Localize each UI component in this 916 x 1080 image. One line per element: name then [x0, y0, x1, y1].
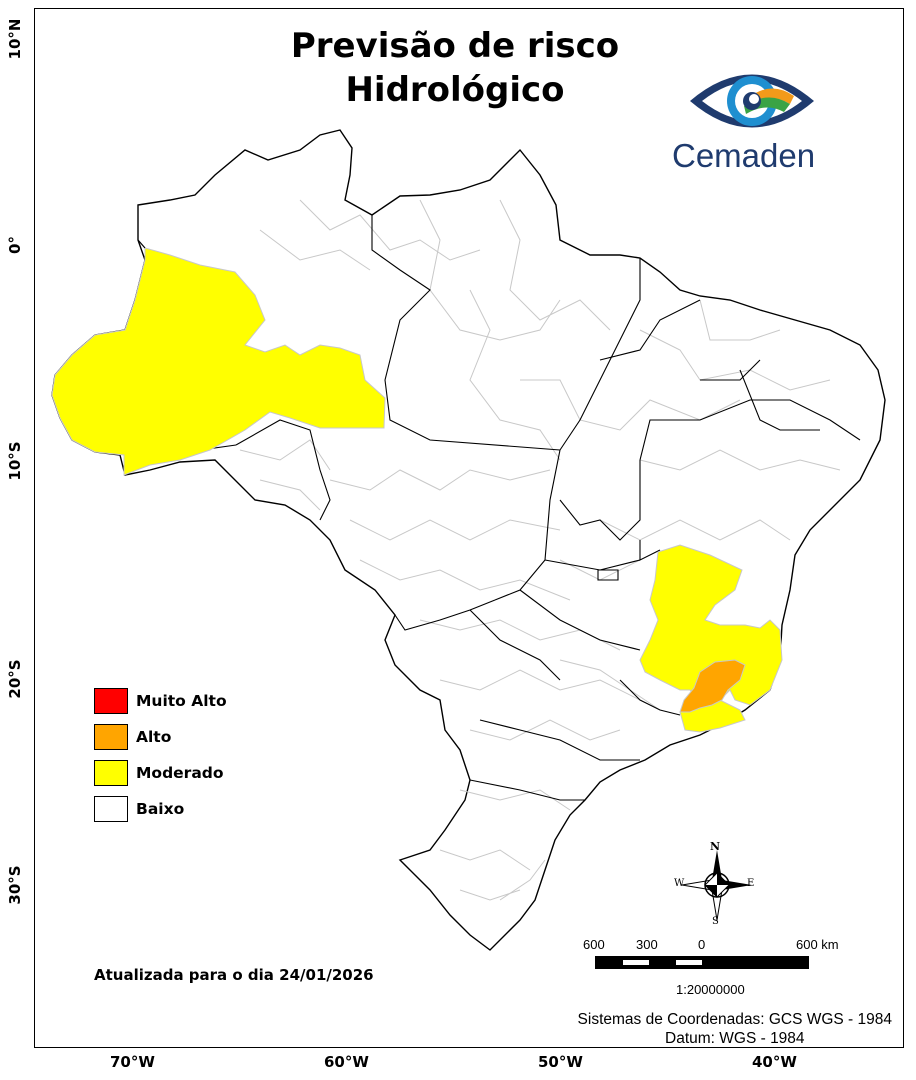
legend-item-moderado: Moderado	[94, 755, 227, 791]
lat-label-10s: 10°S	[6, 441, 24, 481]
crs-line-1: Sistemas de Coordenadas: GCS WGS - 1984	[577, 1011, 892, 1028]
legend-label-muito-alto: Muito Alto	[136, 692, 227, 710]
coordinate-system-note: Sistemas de Coordenadas: GCS WGS - 1984 …	[578, 1010, 892, 1048]
brazil-territory	[51, 129, 886, 951]
legend-item-muito-alto: Muito Alto	[94, 683, 227, 719]
legend: Muito Alto Alto Moderado Baixo	[94, 683, 227, 827]
lon-label-60w: 60°W	[324, 1053, 369, 1071]
legend-swatch-moderado	[94, 760, 128, 786]
scale-bar	[595, 956, 809, 969]
map-frame	[34, 8, 904, 1048]
crs-line-2: Datum: WGS - 1984	[665, 1030, 805, 1047]
scale-label-0: 0	[698, 937, 706, 952]
legend-item-baixo: Baixo	[94, 791, 227, 827]
risk-alto	[679, 659, 746, 713]
lat-label-0: 0°	[6, 236, 24, 254]
title-line-2: Hidrológico	[345, 70, 565, 110]
legend-swatch-baixo	[94, 796, 128, 822]
legend-swatch-alto	[94, 724, 128, 750]
compass-w: W	[674, 878, 685, 889]
compass-e: E	[747, 878, 755, 889]
updated-date: Atualizada para o dia 24/01/2026	[94, 966, 374, 984]
lat-label-20s: 20°S	[6, 659, 24, 699]
compass-rose-icon	[681, 850, 752, 921]
legend-label-baixo: Baixo	[136, 800, 185, 818]
legend-label-alto: Alto	[136, 728, 172, 746]
lon-label-40w: 40°W	[752, 1053, 797, 1071]
scale-label-600-left: 600	[583, 937, 605, 952]
lat-label-30s: 30°S	[6, 865, 24, 905]
compass-n: N	[710, 840, 721, 853]
lon-label-50w: 50°W	[538, 1053, 583, 1071]
scale-label-600-right: 600 km	[796, 937, 839, 952]
map-title: Previsão de risco Hidrológico	[240, 24, 670, 112]
cemaden-logo	[690, 74, 814, 128]
compass-s: S	[712, 916, 719, 927]
legend-item-alto: Alto	[94, 719, 227, 755]
title-line-1: Previsão de risco	[290, 26, 620, 66]
brazil-map	[51, 129, 886, 951]
scale-ratio: 1:20000000	[676, 982, 745, 997]
basin-boundaries	[239, 199, 841, 901]
scale-label-300: 300	[636, 937, 658, 952]
legend-swatch-muito-alto	[94, 688, 128, 714]
lon-label-70w: 70°W	[110, 1053, 155, 1071]
legend-label-moderado: Moderado	[136, 764, 224, 782]
lat-label-10n: 10°N	[6, 18, 24, 60]
logo-text: Cemaden	[672, 137, 816, 174]
risk-moderado	[51, 247, 783, 733]
